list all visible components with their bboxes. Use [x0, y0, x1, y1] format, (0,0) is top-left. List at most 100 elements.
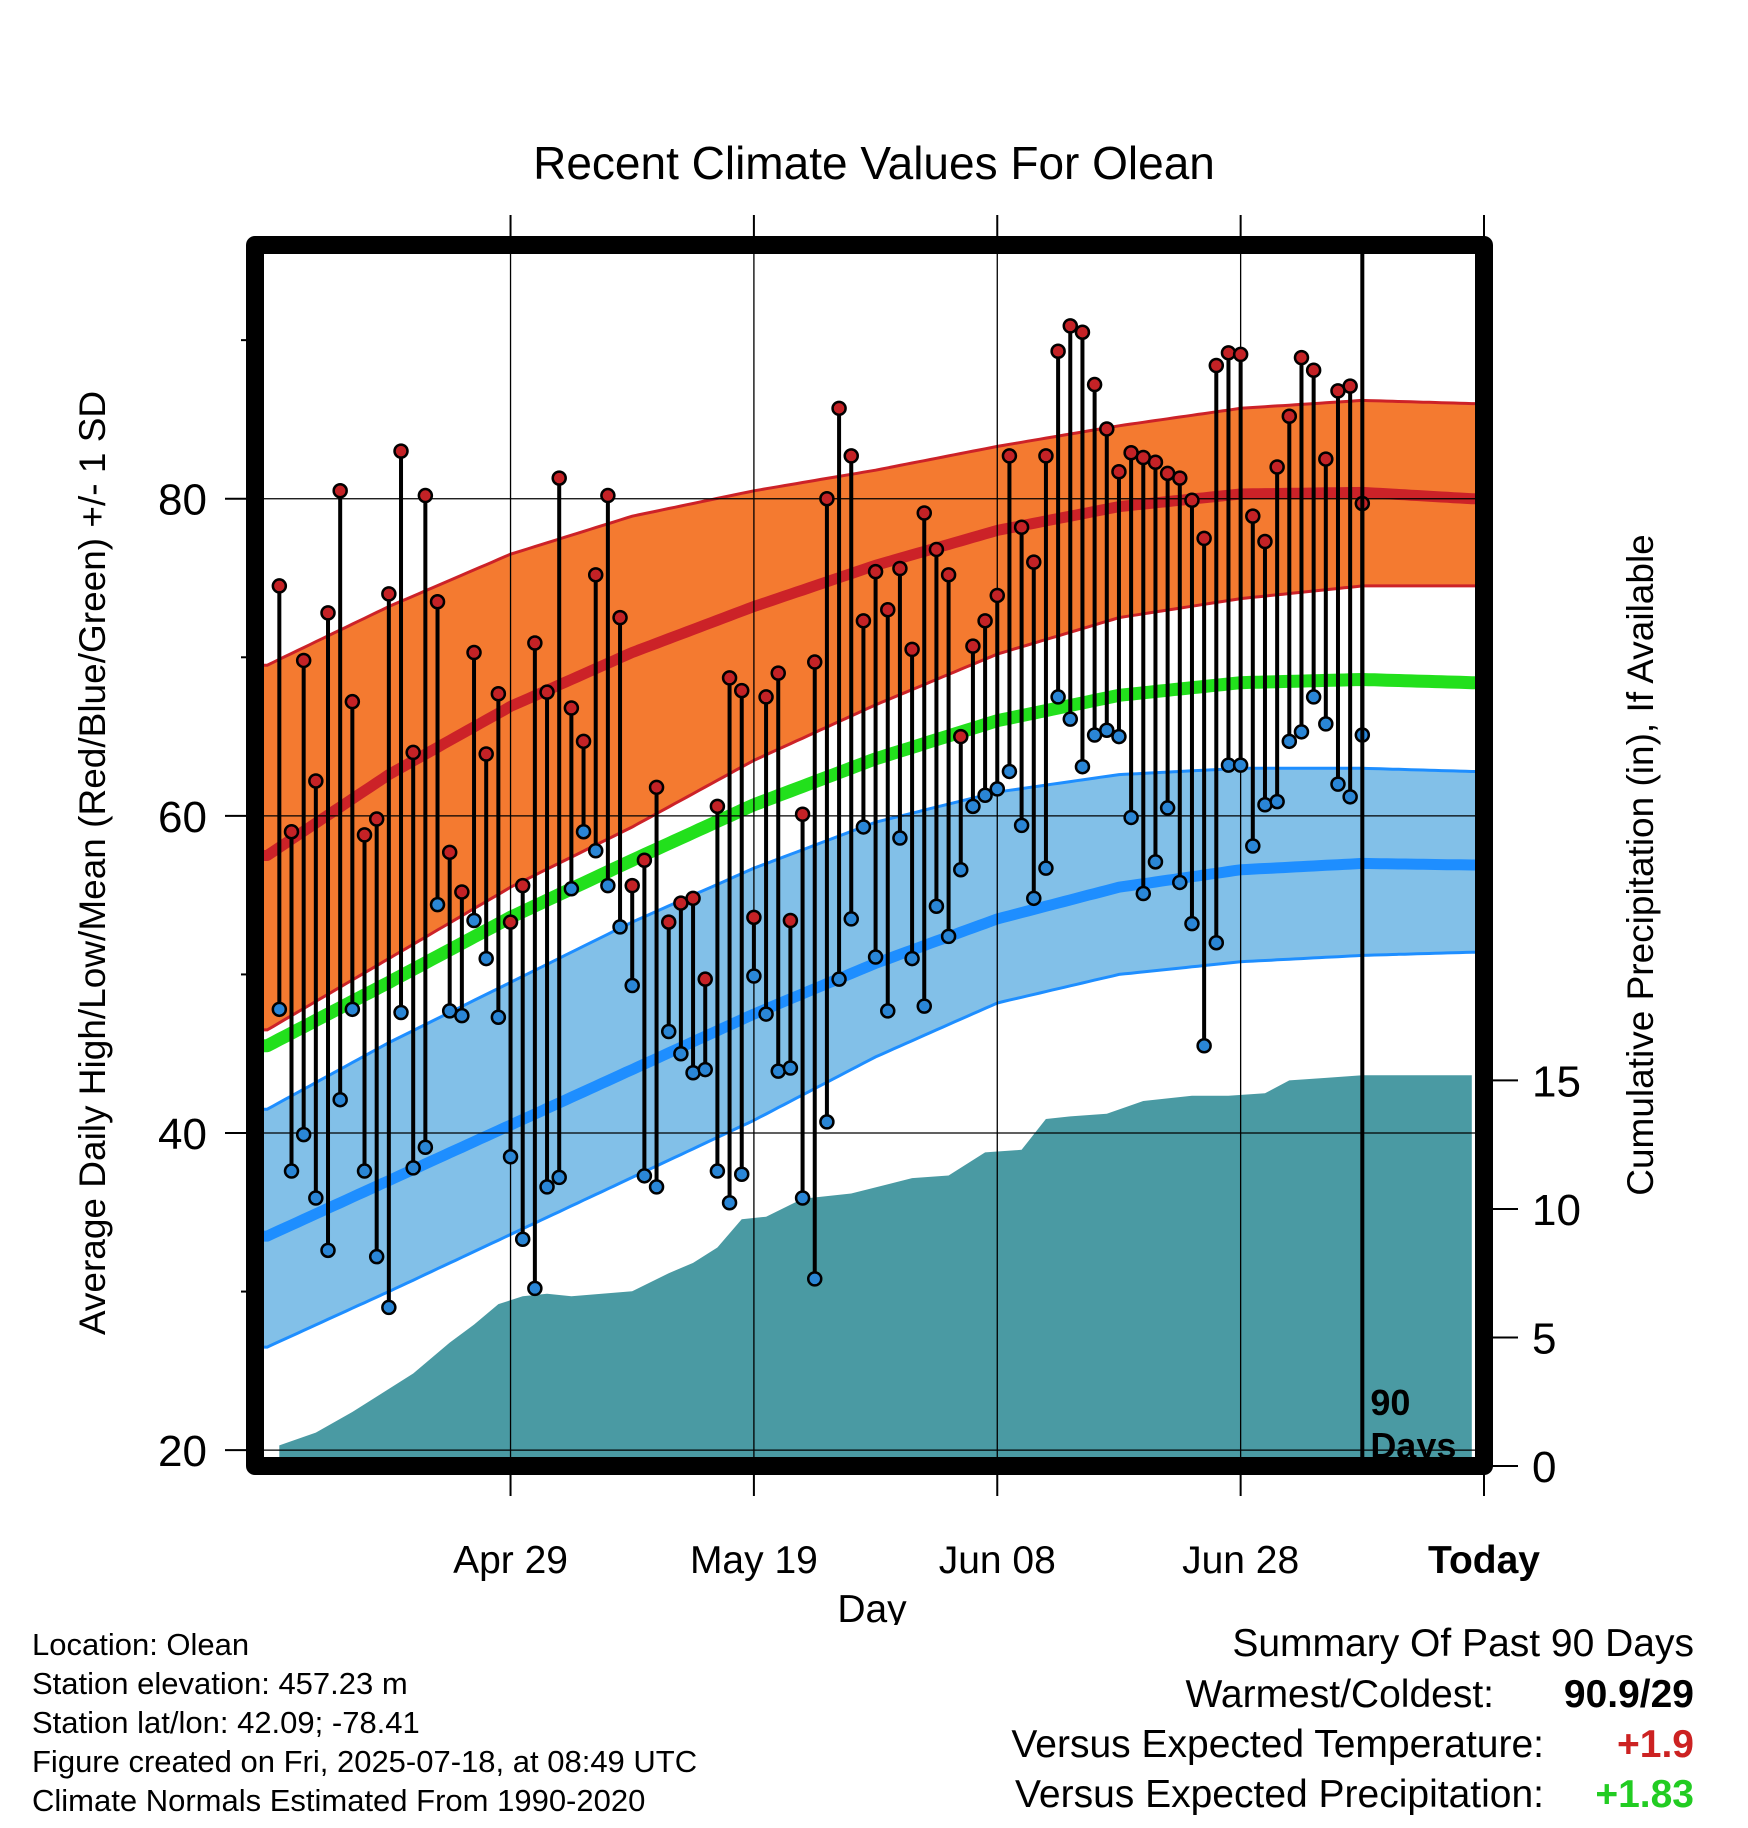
daily-low-point	[490, 1009, 507, 1025]
daily-low-point	[892, 830, 908, 846]
daily-high-point	[1074, 324, 1091, 340]
daily-low-point	[405, 1160, 421, 1176]
daily-low-point	[940, 928, 957, 945]
daily-low-point	[746, 968, 762, 984]
daily-low-point	[417, 1139, 434, 1156]
daily-high-point	[916, 505, 933, 521]
x-axis-label: Day	[837, 1588, 907, 1625]
daily-low-point	[660, 1023, 677, 1040]
daily-high-point	[624, 877, 640, 894]
daily-low-point	[1099, 722, 1115, 738]
daily-low-point	[806, 1271, 823, 1287]
daily-high-point	[1208, 357, 1225, 374]
daily-high-point	[1220, 345, 1237, 361]
daily-low-point	[551, 1169, 567, 1186]
y-tick-label: 40	[158, 1110, 207, 1159]
daily-low-point	[1269, 793, 1285, 810]
daily-high-point	[1232, 346, 1249, 363]
daily-low-point	[1038, 860, 1054, 876]
summary-temp-value: +1.9	[1617, 1723, 1694, 1766]
daily-low-point	[1318, 716, 1334, 732]
summary-precip-value: +1.83	[1595, 1773, 1694, 1816]
daily-high-point	[502, 914, 519, 930]
y-axis-label: Average Daily High/Low/Mean (Red/Blue/Gr…	[72, 391, 113, 1335]
daily-low-point	[1074, 758, 1091, 775]
daily-low-point	[709, 1163, 726, 1179]
daily-high-point	[709, 798, 726, 815]
summary-warmest-row: Warmest/Coldest: 90.9/29	[1011, 1670, 1694, 1720]
daily-low-point	[1330, 776, 1346, 792]
daily-low-point	[1013, 817, 1030, 834]
daily-low-point	[624, 977, 640, 994]
y2-tick-label: 0	[1532, 1443, 1556, 1492]
y2-tick-label: 5	[1532, 1314, 1556, 1363]
daily-low-point	[368, 1248, 385, 1265]
daily-high-point	[356, 827, 373, 843]
daily-high-point	[1269, 459, 1285, 475]
daily-high-point	[393, 443, 409, 459]
daily-high-point	[697, 971, 713, 987]
daily-low-point	[1232, 757, 1249, 773]
daily-high-point	[417, 487, 434, 504]
summary-warmest-label: Warmest/Coldest:	[1185, 1673, 1494, 1716]
info-location: Location: Olean	[32, 1627, 250, 1662]
daily-high-point	[1062, 318, 1079, 334]
daily-low-point	[454, 1007, 470, 1024]
daily-low-point	[429, 896, 446, 913]
x-tick-label: Jun 08	[939, 1539, 1056, 1582]
daily-high-point	[904, 641, 920, 658]
daily-high-point	[563, 700, 580, 716]
daily-high-point	[721, 670, 738, 686]
daily-high-point	[320, 605, 336, 621]
daily-high-point	[332, 483, 348, 499]
summary-temp-label: Versus Expected Temperature:	[1011, 1723, 1544, 1766]
summary-temp-row: Versus Expected Temperature: +1.9	[1011, 1720, 1694, 1770]
daily-low-point	[575, 823, 592, 840]
daily-low-point	[843, 911, 859, 927]
daily-low-point	[1001, 763, 1018, 780]
daily-low-point	[1050, 689, 1066, 705]
summary-heading: Summary Of Past 90 Days	[1232, 1622, 1694, 1665]
daily-high-point	[1184, 492, 1200, 509]
daily-low-point	[332, 1091, 348, 1108]
daily-high-point	[454, 884, 470, 900]
daily-high-point	[344, 693, 361, 710]
daily-low-point	[953, 862, 969, 878]
y2-tick-label: 10	[1532, 1186, 1581, 1235]
daily-low-point	[1123, 809, 1139, 826]
daily-high-point	[514, 877, 531, 894]
daily-low-point	[283, 1163, 300, 1179]
daily-high-point	[831, 400, 847, 417]
daily-low-point	[928, 898, 945, 914]
low-sd-band-lower-edge	[255, 950, 1484, 1349]
daily-high-point	[855, 613, 872, 629]
daily-low-point	[466, 912, 482, 929]
daily-high-point	[965, 638, 981, 654]
y-tick-label: 60	[158, 793, 207, 842]
daily-high-point	[1111, 464, 1127, 480]
daily-low-point	[1281, 733, 1298, 750]
daily-high-point	[587, 567, 604, 583]
daily-low-point	[381, 1299, 397, 1316]
daily-high-point	[551, 470, 567, 486]
daily-high-point	[612, 609, 628, 626]
daily-high-point	[928, 541, 945, 558]
daily-high-point	[1147, 454, 1164, 470]
daily-high-point	[770, 665, 786, 681]
daily-high-point	[490, 686, 507, 702]
daily-high-point	[819, 490, 835, 507]
daily-high-point	[843, 448, 859, 464]
daily-high-point	[1026, 554, 1042, 570]
daily-low-point	[782, 1060, 799, 1076]
daily-low-point	[478, 950, 494, 967]
daily-low-point	[794, 1190, 811, 1206]
daily-low-point	[527, 1280, 543, 1297]
y-tick-label: 20	[158, 1427, 207, 1476]
daily-high-point	[1038, 448, 1054, 464]
daily-low-point	[1245, 838, 1261, 854]
daily-high-point	[1013, 519, 1030, 536]
y2-tick-label: 15	[1532, 1057, 1581, 1106]
precip-area	[279, 1075, 1472, 1466]
daily-high-point	[880, 601, 896, 618]
